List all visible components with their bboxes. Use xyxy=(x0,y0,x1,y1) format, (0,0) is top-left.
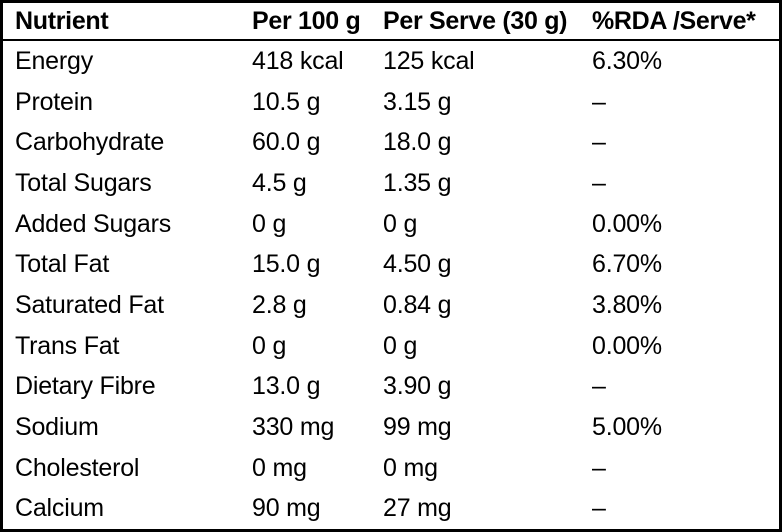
rda-per-serve-value: – xyxy=(592,128,606,157)
column-header-rda-per-serve: %RDA /Serve* xyxy=(592,6,756,35)
column-header-per-100g: Per 100 g xyxy=(252,6,361,35)
table-row: Trans Fat 0 g 0 g 0.00% xyxy=(3,326,779,367)
table-row: Saturated Fat 2.8 g 0.84 g 3.80% xyxy=(3,285,779,326)
rda-per-serve-value: 5.00% xyxy=(592,412,662,441)
table-row: Dietary Fibre 13.0 g 3.90 g – xyxy=(3,366,779,407)
nutrient-name: Dietary Fibre xyxy=(15,372,156,401)
table-row: Sodium 330 mg 99 mg 5.00% xyxy=(3,407,779,448)
per-serve-value: 0.84 g xyxy=(383,290,452,319)
nutrient-name: Protein xyxy=(15,87,93,116)
rda-per-serve-value: – xyxy=(592,372,606,401)
rda-per-serve-value: 6.30% xyxy=(592,46,662,75)
nutrient-name: Energy xyxy=(15,46,94,75)
per-100g-value: 0 g xyxy=(252,331,287,360)
per-100g-value: 0 g xyxy=(252,209,287,238)
per-serve-value: 1.35 g xyxy=(383,168,452,197)
per-serve-value: 99 mg xyxy=(383,412,452,441)
rda-per-serve-value: 3.80% xyxy=(592,290,662,319)
table-row: Protein 10.5 g 3.15 g – xyxy=(3,82,779,123)
per-serve-value: 3.90 g xyxy=(383,372,452,401)
column-header-per-serve: Per Serve (30 g) xyxy=(383,6,568,35)
per-100g-value: 10.5 g xyxy=(252,87,321,116)
per-100g-value: 13.0 g xyxy=(252,372,321,401)
per-100g-value: 2.8 g xyxy=(252,290,307,319)
table-row: Calcium 90 mg 27 mg – xyxy=(3,488,779,529)
rda-per-serve-value: 6.70% xyxy=(592,250,662,279)
per-serve-value: 3.15 g xyxy=(383,87,452,116)
table-header-row: Nutrient Per 100 g Per Serve (30 g) %RDA… xyxy=(3,3,779,41)
nutrient-name: Calcium xyxy=(15,494,104,523)
nutrient-name: Trans Fat xyxy=(15,331,120,360)
table-row: Total Fat 15.0 g 4.50 g 6.70% xyxy=(3,244,779,285)
nutrient-name: Cholesterol xyxy=(15,453,140,482)
rda-per-serve-value: – xyxy=(592,453,606,482)
per-serve-value: 125 kcal xyxy=(383,46,475,75)
per-100g-value: 418 kcal xyxy=(252,46,344,75)
per-100g-value: 90 mg xyxy=(252,494,321,523)
per-serve-value: 0 mg xyxy=(383,453,438,482)
table-row: Total Sugars 4.5 g 1.35 g – xyxy=(3,163,779,204)
rda-per-serve-value: – xyxy=(592,168,606,197)
rda-per-serve-value: – xyxy=(592,494,606,523)
nutrient-name: Sodium xyxy=(15,412,99,441)
per-100g-value: 330 mg xyxy=(252,412,335,441)
per-serve-value: 0 g xyxy=(383,209,418,238)
rda-per-serve-value: 0.00% xyxy=(592,209,662,238)
per-100g-value: 4.5 g xyxy=(252,168,307,197)
nutrient-name: Added Sugars xyxy=(15,209,172,238)
table-row: Energy 418 kcal 125 kcal 6.30% xyxy=(3,41,779,82)
nutrient-name: Carbohydrate xyxy=(15,128,165,157)
per-serve-value: 18.0 g xyxy=(383,128,452,157)
per-100g-value: 0 mg xyxy=(252,453,307,482)
nutrient-name: Total Fat xyxy=(15,250,110,279)
table-row: Carbohydrate 60.0 g 18.0 g – xyxy=(3,122,779,163)
per-serve-value: 0 g xyxy=(383,331,418,360)
per-serve-value: 27 mg xyxy=(383,494,452,523)
nutrient-name: Saturated Fat xyxy=(15,290,164,319)
table-row: Cholesterol 0 mg 0 mg – xyxy=(3,448,779,489)
per-serve-value: 4.50 g xyxy=(383,250,452,279)
rda-per-serve-value: 0.00% xyxy=(592,331,662,360)
rda-per-serve-value: – xyxy=(592,87,606,116)
table-row: Added Sugars 0 g 0 g 0.00% xyxy=(3,204,779,245)
column-header-nutrient: Nutrient xyxy=(15,6,109,35)
per-100g-value: 15.0 g xyxy=(252,250,321,279)
nutrient-name: Total Sugars xyxy=(15,168,152,197)
table-body: Energy 418 kcal 125 kcal 6.30% Protein 1… xyxy=(3,41,779,529)
per-100g-value: 60.0 g xyxy=(252,128,321,157)
